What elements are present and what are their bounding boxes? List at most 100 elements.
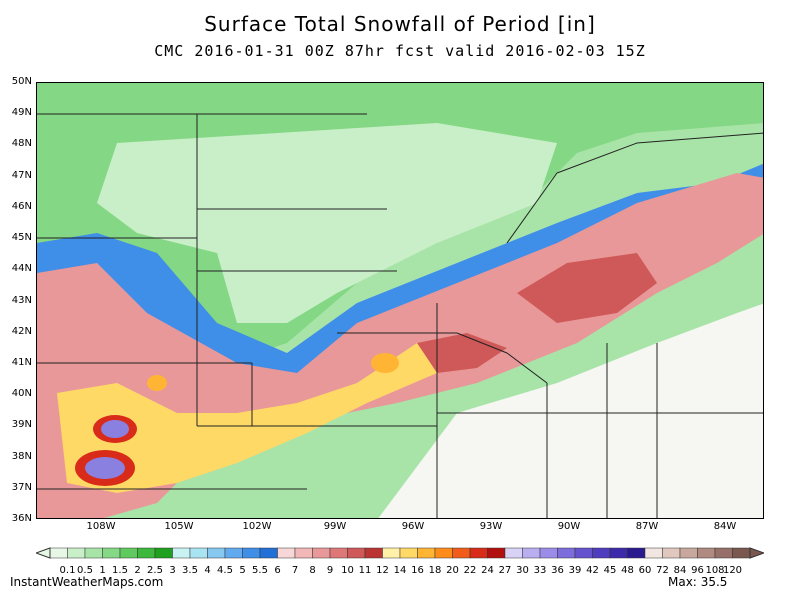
- colorbar-label: 27: [498, 565, 512, 576]
- colorbar-label: 45: [603, 565, 617, 576]
- colorbar-swatch: [67, 547, 86, 559]
- bare-southeast: [378, 303, 763, 518]
- colorbar-swatch: [312, 547, 331, 559]
- colorbar-label: 0.1: [59, 565, 76, 576]
- lon-label: 99W: [323, 521, 347, 532]
- colorbar-swatch: [172, 547, 191, 559]
- colorbar-label: 5.5: [252, 565, 268, 576]
- colorbar-swatch: [662, 547, 681, 559]
- lat-label: 46N: [11, 200, 32, 212]
- colorbar-label: 60: [638, 565, 652, 576]
- lon-label: 96W: [401, 521, 425, 532]
- colorbar: [36, 547, 764, 559]
- colorbar-swatch: [522, 547, 541, 559]
- colorbar-label: 6: [274, 565, 281, 576]
- colorbar-label: 72: [656, 565, 669, 576]
- snowfall-map: [36, 82, 764, 519]
- colorbar-label: 120: [722, 565, 743, 576]
- lat-label: 47N: [11, 169, 32, 181]
- colorbar-swatch: [557, 547, 576, 559]
- colorbar-label: 8: [309, 565, 316, 576]
- orange-spot: [371, 353, 399, 373]
- colorbar-swatch: [364, 547, 383, 559]
- lat-label: 36N: [11, 513, 32, 524]
- map-title: Surface Total Snowfall of Period [in]: [204, 12, 596, 36]
- lon-label: 102W: [242, 521, 272, 532]
- blue-band: [37, 163, 763, 413]
- colorbar-swatch: [207, 547, 226, 559]
- colorbar-label: 108: [705, 565, 725, 576]
- colorbar-label: 20: [446, 565, 459, 576]
- colorbar-swatch: [592, 547, 611, 559]
- colorbar-label: 11: [358, 565, 372, 576]
- lon-label: 93W: [479, 521, 503, 532]
- colorbar-swatch: [714, 547, 733, 559]
- max-value: Max: 35.5: [668, 575, 727, 589]
- colorbar-swatch: [452, 547, 471, 559]
- colorbar-label: 39: [568, 565, 582, 576]
- colorbar-label: 10: [341, 565, 354, 576]
- colorbar-label: 84: [673, 565, 687, 576]
- colorbar-swatch: [277, 547, 296, 559]
- colorbar-label: 22: [463, 565, 477, 576]
- colorbar-label: 96: [691, 565, 704, 576]
- colorbar-label: 48: [621, 565, 634, 576]
- colorbar-swatch: [347, 547, 366, 559]
- map-subtitle: CMC 2016-01-31 00Z 87hr fcst valid 2016-…: [154, 42, 646, 60]
- state-borders: [37, 113, 763, 518]
- colorbar-swatch: [609, 547, 628, 559]
- colorbar-swatch: [644, 547, 663, 559]
- colorbar-swatch: [224, 547, 243, 559]
- colorbar-swatch: [434, 547, 453, 559]
- colorbar-swatch: [382, 547, 401, 559]
- colorbar-label: 42: [586, 565, 599, 576]
- colorbar-left-arrow: [36, 547, 51, 559]
- colorbar-label: 1.5: [112, 565, 128, 576]
- lat-label: 43N: [11, 294, 32, 306]
- colorbar-swatch: [137, 547, 156, 559]
- colorbar-label: 12: [376, 565, 389, 576]
- lat-label: 41N: [11, 356, 32, 368]
- colorbar-label: 3: [169, 565, 176, 576]
- site-credit: InstantWeatherMaps.com: [10, 575, 164, 589]
- red-core-2: [417, 333, 507, 373]
- colorbar-swatch: [417, 547, 436, 559]
- colorbar-label: 24: [481, 565, 494, 576]
- colorbar-swatch: [732, 547, 751, 559]
- colorbar-label: 18: [428, 565, 442, 576]
- colorbar-label: 0.5: [77, 565, 93, 576]
- colorbar-swatch: [574, 547, 593, 559]
- colorbar-label: 1: [99, 565, 106, 576]
- colorbar-swatch: [329, 547, 348, 559]
- lon-label: 105W: [164, 521, 194, 532]
- colorbar-label: 30: [516, 565, 529, 576]
- colorbar-swatch: [49, 547, 68, 559]
- colorbar-swatch: [399, 547, 418, 559]
- colorbar-swatch: [504, 547, 523, 559]
- lat-label: 37N: [11, 481, 32, 493]
- lat-label: 45N: [11, 232, 32, 244]
- lat-label: 38N: [11, 450, 32, 462]
- colorbar-label: 2: [134, 565, 141, 576]
- colorbar-swatch: [119, 547, 138, 559]
- colorbar-swatch: [294, 547, 313, 559]
- colorbar-label: 4: [204, 565, 211, 576]
- orange-spot-2: [147, 375, 167, 391]
- purple-max-2-inner: [85, 457, 125, 479]
- max-number: 35.5: [700, 575, 728, 589]
- colorbar-label: 3.5: [182, 565, 198, 576]
- lat-label: 39N: [11, 419, 32, 431]
- colorbar-swatch: [697, 547, 716, 559]
- colorbar-swatch: [259, 547, 278, 559]
- colorbar-right-arrow: [749, 547, 764, 559]
- yellow-core: [57, 343, 437, 493]
- colorbar-swatch: [154, 547, 173, 559]
- colorbar-label: 16: [411, 565, 424, 576]
- colorbar-swatch: [627, 547, 646, 559]
- colorbar-label: 5: [239, 565, 246, 576]
- red-core: [517, 253, 657, 323]
- lon-label: 87W: [635, 521, 659, 532]
- colorbar-label: 2.5: [147, 565, 163, 576]
- lat-label: 42N: [11, 325, 32, 337]
- lat-label: 48N: [11, 138, 32, 150]
